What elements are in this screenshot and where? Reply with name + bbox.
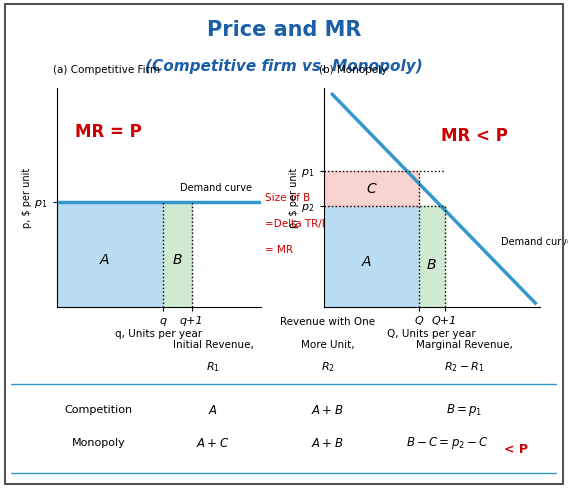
Text: MR < P: MR < P [441, 127, 508, 145]
Text: Initial Revenue,: Initial Revenue, [173, 341, 253, 350]
Text: Monopoly: Monopoly [72, 438, 126, 448]
Text: B: B [173, 253, 182, 267]
Text: (a) Competitive Firm: (a) Competitive Firm [53, 65, 160, 75]
Y-axis label: p, $ per unit: p, $ per unit [22, 167, 32, 228]
Text: Size of B: Size of B [265, 193, 311, 203]
Text: $R_2 - R_1$: $R_2 - R_1$ [444, 360, 485, 374]
Text: C: C [366, 182, 376, 196]
Text: $A + B$: $A + B$ [311, 437, 344, 450]
Text: $A$: $A$ [208, 404, 218, 417]
Text: (Competitive firm vs. Monopoly): (Competitive firm vs. Monopoly) [145, 59, 423, 74]
Text: A: A [362, 255, 371, 269]
Text: < P: < P [504, 444, 528, 456]
Text: (b) Monopoly: (b) Monopoly [319, 65, 388, 75]
Text: A: A [100, 253, 110, 267]
Text: Price and MR: Price and MR [207, 20, 361, 41]
Text: $B - C = p_2 - C$: $B - C = p_2 - C$ [406, 435, 489, 451]
Text: MR = P: MR = P [74, 123, 141, 141]
Text: Revenue with One: Revenue with One [280, 317, 375, 327]
Text: = MR: = MR [265, 245, 293, 255]
X-axis label: Q, Units per year: Q, Units per year [387, 329, 476, 339]
Text: Demand curve: Demand curve [180, 183, 252, 193]
Text: Marginal Revenue,: Marginal Revenue, [416, 341, 512, 350]
Text: $R_1$: $R_1$ [206, 360, 220, 374]
Text: $A + C$: $A + C$ [197, 437, 229, 450]
Text: B: B [427, 258, 436, 272]
X-axis label: q, Units per year: q, Units per year [115, 329, 203, 339]
Text: More Unit,: More Unit, [301, 341, 354, 350]
Text: Demand curve: Demand curve [501, 237, 568, 246]
Text: Competition: Competition [65, 405, 133, 415]
Text: $A + B$: $A + B$ [311, 404, 344, 417]
Text: $B = p_1$: $B = p_1$ [446, 402, 482, 418]
Text: =Delta TR/Delta q: =Delta TR/Delta q [265, 219, 360, 229]
Y-axis label: p, $ per unit: p, $ per unit [289, 167, 299, 228]
Text: $R_2$: $R_2$ [321, 360, 335, 374]
